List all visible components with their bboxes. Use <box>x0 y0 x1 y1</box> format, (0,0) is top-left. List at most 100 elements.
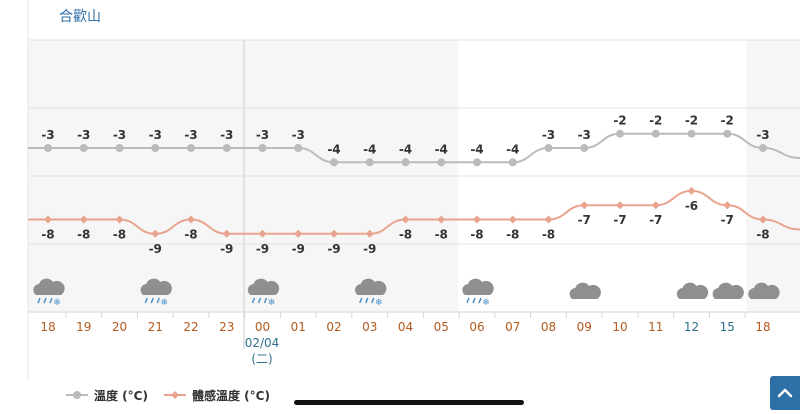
temp-data-label: -2 <box>685 114 698 128</box>
temp-point <box>508 158 517 167</box>
x-tick-label: 22 <box>183 320 198 334</box>
feels-data-label: -7 <box>578 213 591 227</box>
feels-data-label: -8 <box>41 228 54 242</box>
feels-point <box>508 215 517 224</box>
rain-drop <box>359 297 363 304</box>
x-tick-label: 05 <box>434 320 449 334</box>
feels-data-label: -8 <box>113 228 126 242</box>
chevron-up-icon <box>777 388 793 398</box>
temp-data-label: -3 <box>256 128 269 142</box>
x-tick-label: 04 <box>398 320 413 334</box>
snowflake-glyph: ❄ <box>482 298 490 308</box>
feels-data-label: -8 <box>77 228 90 242</box>
x-tick-label: 18 <box>755 320 770 334</box>
weekday-label: (二) <box>251 352 272 366</box>
temp-point <box>616 129 624 138</box>
temp-data-label: -3 <box>184 128 197 142</box>
rain-drop <box>150 297 154 304</box>
feels-data-label: -6 <box>685 199 698 213</box>
feels-data-label: -8 <box>399 228 412 242</box>
feels-data-label: -7 <box>721 213 734 227</box>
temp-data-label: -3 <box>542 128 555 142</box>
feels-data-label: -8 <box>542 228 555 242</box>
temp-data-label: -3 <box>292 128 305 142</box>
rain-drop <box>371 297 375 304</box>
x-tick-label: 10 <box>612 320 627 334</box>
feels-data-label: -9 <box>149 242 162 256</box>
feels-data-label: -9 <box>292 242 305 256</box>
feels-data-label: -8 <box>756 228 769 242</box>
rain-drop <box>478 297 482 304</box>
temp-data-label: -2 <box>613 114 626 128</box>
cloud-icon <box>748 282 780 299</box>
rain-drop <box>472 297 476 304</box>
rain-drop <box>251 297 256 304</box>
feels-data-label: -7 <box>613 213 626 227</box>
temp-data-label: -3 <box>220 128 233 142</box>
temp-data-label: -3 <box>77 128 90 142</box>
x-tick-label: 09 <box>577 320 592 334</box>
x-tick-label: 23 <box>219 320 234 334</box>
temp-data-label: -4 <box>363 142 376 156</box>
temp-data-label: -4 <box>327 142 340 156</box>
cloud-icon <box>712 282 744 299</box>
feels-data-label: -8 <box>470 228 483 242</box>
rain-drop <box>263 297 268 304</box>
x-tick-label: 01 <box>291 320 306 334</box>
rain-snow-icon: ❄ <box>33 278 65 308</box>
temp-point <box>151 144 160 152</box>
rain-drop <box>466 297 470 304</box>
feels-data-label: -9 <box>220 242 233 256</box>
feels-point <box>330 229 338 238</box>
x-tick-label: 07 <box>505 320 520 334</box>
temp-data-label: -4 <box>435 142 448 156</box>
temp-data-label: -3 <box>149 128 162 142</box>
legend-feels-marker <box>164 391 186 399</box>
x-tick-label: 11 <box>648 320 663 334</box>
legend-feels[interactable]: 體感溫度 (°C) <box>164 386 270 404</box>
snowflake-glyph: ❄ <box>160 298 168 308</box>
rain-drop <box>144 297 148 304</box>
rain-drop <box>365 297 369 304</box>
temp-point <box>294 144 303 152</box>
temp-point <box>401 158 410 167</box>
feels-data-label: -8 <box>506 228 519 242</box>
feels-point <box>723 201 732 210</box>
x-tick-label: 02 <box>326 320 341 334</box>
date-label: 02/04 <box>245 336 280 350</box>
cloud-icon <box>676 282 709 299</box>
temp-point <box>365 158 374 167</box>
temp-data-label: -4 <box>399 142 412 156</box>
temp-data-label: -4 <box>470 142 483 156</box>
temp-data-label: -2 <box>721 114 734 128</box>
scroll-to-top-button[interactable] <box>770 376 800 410</box>
x-axis: 18 19 20 21 22 23 00 01 02 03 04 05 06 07 08 09 10 11 12 15… <box>40 312 771 334</box>
temp-point <box>330 158 338 167</box>
rain-drop <box>37 297 41 304</box>
rain-drop <box>43 297 47 304</box>
station-name: 合歡山 <box>59 9 101 25</box>
feels-data-label: -9 <box>327 242 340 256</box>
legend-temp-marker <box>66 391 88 399</box>
weather-icons: ❄ ❄ ❄ ❄ ❄ <box>33 278 780 308</box>
snowflake-glyph: ❄ <box>53 298 61 308</box>
feels-point <box>437 215 446 224</box>
feels-point <box>115 215 124 224</box>
feels-point <box>222 229 231 238</box>
feels-data-label: -7 <box>649 213 662 227</box>
x-tick-label: 21 <box>148 320 163 334</box>
temp-point <box>544 144 553 152</box>
rain-drop <box>156 297 160 304</box>
feels-point <box>365 229 374 238</box>
temp-data-label: -3 <box>41 128 54 142</box>
temp-data-label: -3 <box>578 128 591 142</box>
feels-data-label: -9 <box>363 242 376 256</box>
rain-snow-icon: ❄ <box>247 278 280 308</box>
x-tick-label: 08 <box>541 320 556 334</box>
feels-point <box>401 215 410 224</box>
temp-data-label: -4 <box>506 142 519 156</box>
feels-point <box>294 229 303 238</box>
rain-snow-icon: ❄ <box>140 278 172 308</box>
legend-temp[interactable]: 溫度 (°C) <box>66 386 148 404</box>
legend-feels-label: 體感溫度 (°C) <box>192 388 270 403</box>
